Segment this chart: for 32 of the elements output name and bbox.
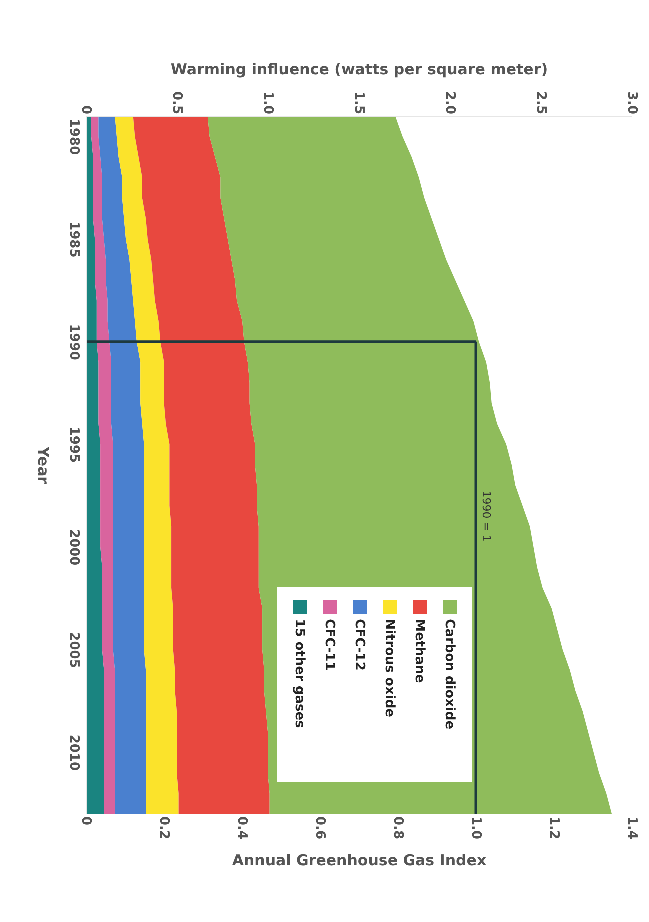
y-tick-label: 2005 — [66, 632, 82, 668]
x-tick-label: 2.0 — [442, 91, 458, 114]
x-tick-label: 1.0 — [260, 91, 276, 114]
x2-axis-title: Annual Greenhouse Gas Index — [232, 852, 487, 870]
x-tick-label: 0 — [78, 105, 94, 114]
x2-tick-label: 0.2 — [156, 816, 172, 840]
ref-line-label: 1990 = 1 — [480, 490, 493, 542]
x-tick-label: 1.5 — [352, 91, 366, 114]
y-tick-label: 2010 — [66, 734, 82, 772]
x-tick-label: 2.5 — [534, 91, 548, 114]
x2-tick-label: 0.6 — [312, 816, 328, 840]
x-tick-label: 3.0 — [624, 91, 640, 114]
legend-label: Carbon dioxide — [442, 619, 458, 730]
y-tick-label: 2000 — [66, 530, 82, 566]
x2-tick-label: 0 — [78, 816, 94, 826]
legend-label: Nitrous oxide — [382, 619, 398, 718]
legend-label: Methane — [412, 619, 428, 684]
y-tick-label: 1980 — [66, 118, 82, 156]
y-axis-title: Year — [34, 446, 52, 485]
legend-label: 15 other gases — [292, 619, 308, 729]
x2-tick-label: 1.2 — [546, 816, 562, 840]
y-tick-label: 1985 — [66, 222, 82, 258]
legend-label: CFC-12 — [352, 619, 368, 671]
y-tick-label: 1995 — [66, 426, 82, 464]
x-tick-label: 0.5 — [170, 91, 184, 114]
x-axis-title: Warming influence (watts per square meter) — [170, 60, 548, 78]
x2-tick-label: 1.4 — [624, 816, 640, 840]
x2-tick-label: 0.8 — [390, 816, 406, 840]
y-tick-label: 1990 — [66, 324, 82, 360]
x2-tick-label: 0.4 — [234, 816, 250, 840]
x2-tick-label: 1.0 — [468, 816, 484, 840]
legend-label: CFC-11 — [322, 619, 338, 671]
